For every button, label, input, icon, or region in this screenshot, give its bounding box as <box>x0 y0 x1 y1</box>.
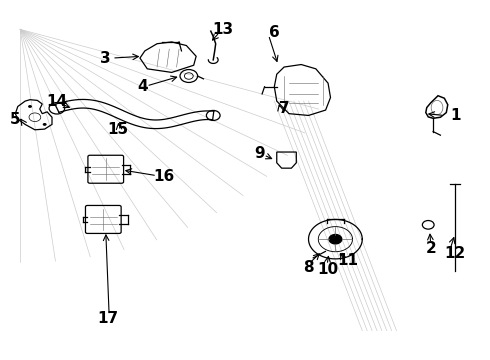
Text: 14: 14 <box>47 94 68 109</box>
Text: 4: 4 <box>137 79 147 94</box>
Text: 3: 3 <box>100 50 111 66</box>
Circle shape <box>28 105 32 108</box>
Text: 6: 6 <box>269 26 280 40</box>
Text: 11: 11 <box>337 253 358 268</box>
Polygon shape <box>329 234 342 244</box>
Text: 12: 12 <box>444 246 466 261</box>
Text: 1: 1 <box>450 108 460 123</box>
Text: 16: 16 <box>154 169 175 184</box>
Text: 2: 2 <box>425 240 436 256</box>
Circle shape <box>43 123 47 126</box>
Text: 17: 17 <box>98 311 119 325</box>
Text: 13: 13 <box>213 22 234 37</box>
Text: 9: 9 <box>254 145 265 161</box>
Text: 10: 10 <box>318 262 339 277</box>
Text: 7: 7 <box>279 101 290 116</box>
Text: 5: 5 <box>10 112 21 126</box>
Text: 8: 8 <box>303 260 314 275</box>
Text: 15: 15 <box>107 122 128 137</box>
